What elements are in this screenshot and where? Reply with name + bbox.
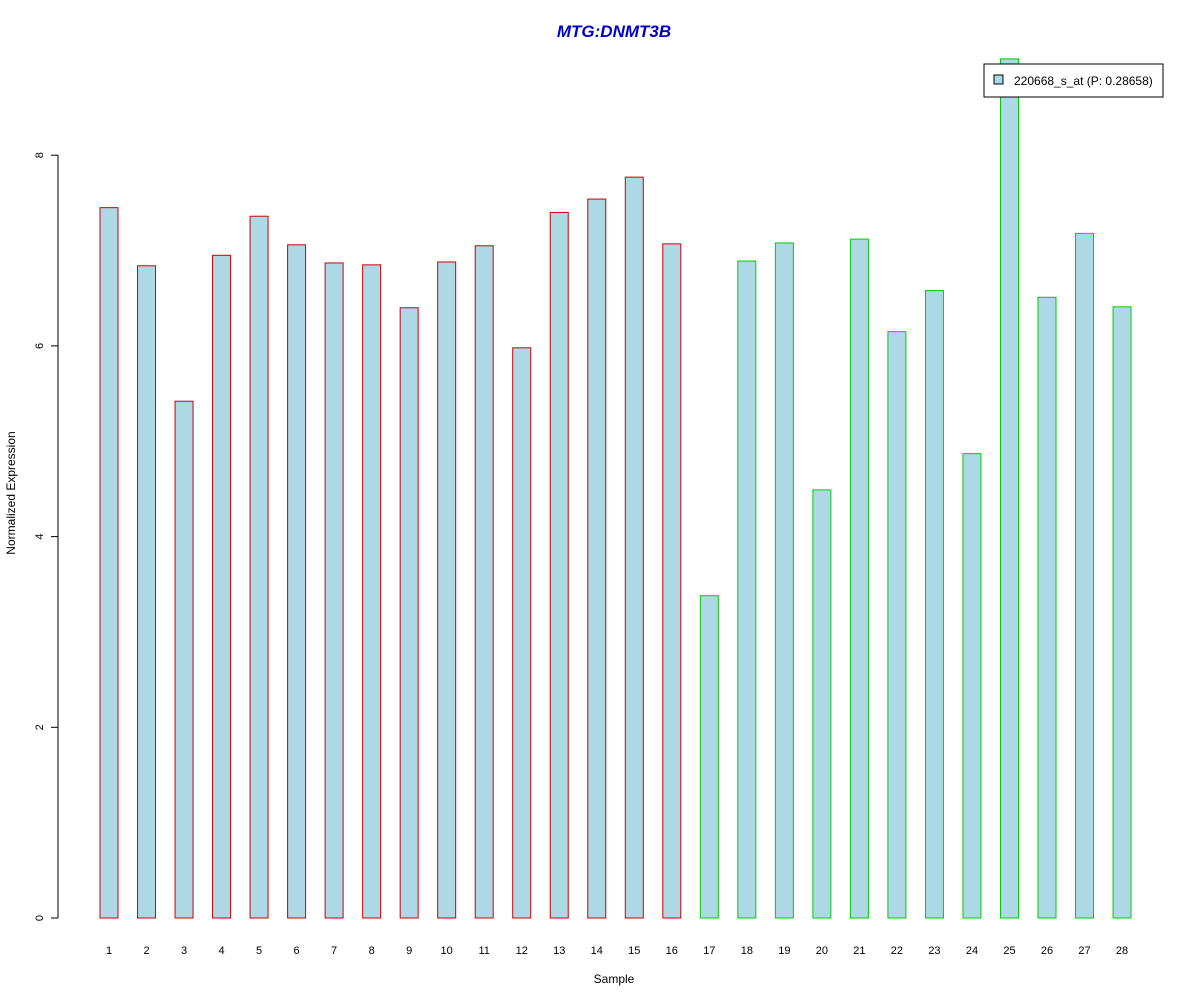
x-tick-label: 18 xyxy=(741,945,753,957)
x-tick-label: 11 xyxy=(478,945,489,957)
x-tick-label: 28 xyxy=(1116,945,1128,957)
legend: 220668_s_at (P: 0.28658) xyxy=(983,63,1164,98)
bar-sample-11 xyxy=(474,245,494,919)
bar-sample-26 xyxy=(1037,296,1057,919)
x-tick-label: 3 xyxy=(181,945,187,957)
x-tick-label: 23 xyxy=(928,945,940,957)
x-tick-label: 14 xyxy=(591,945,603,957)
x-tick-label: 13 xyxy=(553,945,565,957)
y-axis-ticks: 0 2 4 6 8 xyxy=(34,152,58,921)
x-tick-label: 9 xyxy=(406,945,412,957)
bar-sample-24 xyxy=(962,453,982,919)
bar-sample-22 xyxy=(887,331,907,919)
bar-sample-19 xyxy=(774,242,794,919)
bar-sample-27 xyxy=(1075,232,1095,919)
bar-sample-6 xyxy=(287,244,307,919)
bar-sample-20 xyxy=(812,489,832,919)
x-tick-label: 10 xyxy=(441,945,453,957)
y-tick-label: 4 xyxy=(34,534,46,540)
x-tick-label: 21 xyxy=(853,945,865,957)
x-tick-label: 27 xyxy=(1078,945,1090,957)
x-tick-label: 5 xyxy=(256,945,262,957)
bar-sample-14 xyxy=(587,198,607,919)
y-tick-label: 6 xyxy=(34,343,46,349)
x-tick-label: 7 xyxy=(331,945,337,957)
bar-sample-25 xyxy=(999,58,1019,919)
x-tick-label: 19 xyxy=(778,945,790,957)
y-tick-label: 8 xyxy=(34,152,46,158)
bar-sample-3 xyxy=(174,400,194,919)
bar-sample-28 xyxy=(1112,306,1132,919)
chart-title: MTG:DNMT3B xyxy=(557,22,671,41)
x-tick-label: 12 xyxy=(516,945,528,957)
x-tick-label: 15 xyxy=(628,945,640,957)
x-axis-label: Sample xyxy=(594,972,635,986)
bar-sample-9 xyxy=(399,307,419,919)
bar-sample-12 xyxy=(512,347,532,919)
x-tick-label: 16 xyxy=(666,945,678,957)
bar-sample-5 xyxy=(249,215,269,919)
x-axis-tick-labels: 1 2 3 4 5 6 7 8 9 10 11 12 13 14 15 16 17 18 19 20 21 22 23 24 2… xyxy=(106,945,1128,957)
bar-sample-17 xyxy=(699,595,719,919)
legend-swatch xyxy=(993,74,1004,85)
bar-sample-7 xyxy=(324,262,344,919)
x-tick-label: 1 xyxy=(106,945,112,957)
x-tick-label: 4 xyxy=(218,945,224,957)
bar-sample-4 xyxy=(212,254,232,919)
bar-sample-13 xyxy=(549,211,569,919)
x-tick-label: 22 xyxy=(891,945,903,957)
bars xyxy=(99,58,1132,919)
y-axis-label: Normalized Expression xyxy=(4,431,18,554)
bar-sample-1 xyxy=(99,207,119,919)
y-tick-label: 2 xyxy=(34,724,46,730)
x-tick-label: 8 xyxy=(369,945,375,957)
bar-sample-23 xyxy=(924,290,944,919)
bar-sample-10 xyxy=(437,261,457,919)
legend-box xyxy=(983,63,1164,98)
x-tick-label: 20 xyxy=(816,945,828,957)
bar-sample-18 xyxy=(737,260,757,919)
legend-label: 220668_s_at (P: 0.28658) xyxy=(1014,74,1153,88)
x-tick-label: 24 xyxy=(966,945,978,957)
bar-sample-2 xyxy=(137,265,157,919)
y-tick-label: 0 xyxy=(34,915,46,921)
x-tick-label: 25 xyxy=(1003,945,1015,957)
x-tick-label: 17 xyxy=(703,945,715,957)
bar-sample-16 xyxy=(662,243,682,919)
bar-sample-21 xyxy=(849,238,869,919)
x-tick-label: 26 xyxy=(1041,945,1053,957)
x-tick-label: 2 xyxy=(143,945,149,957)
bar-sample-15 xyxy=(624,176,644,919)
bar-sample-8 xyxy=(362,264,382,919)
x-tick-label: 6 xyxy=(294,945,300,957)
